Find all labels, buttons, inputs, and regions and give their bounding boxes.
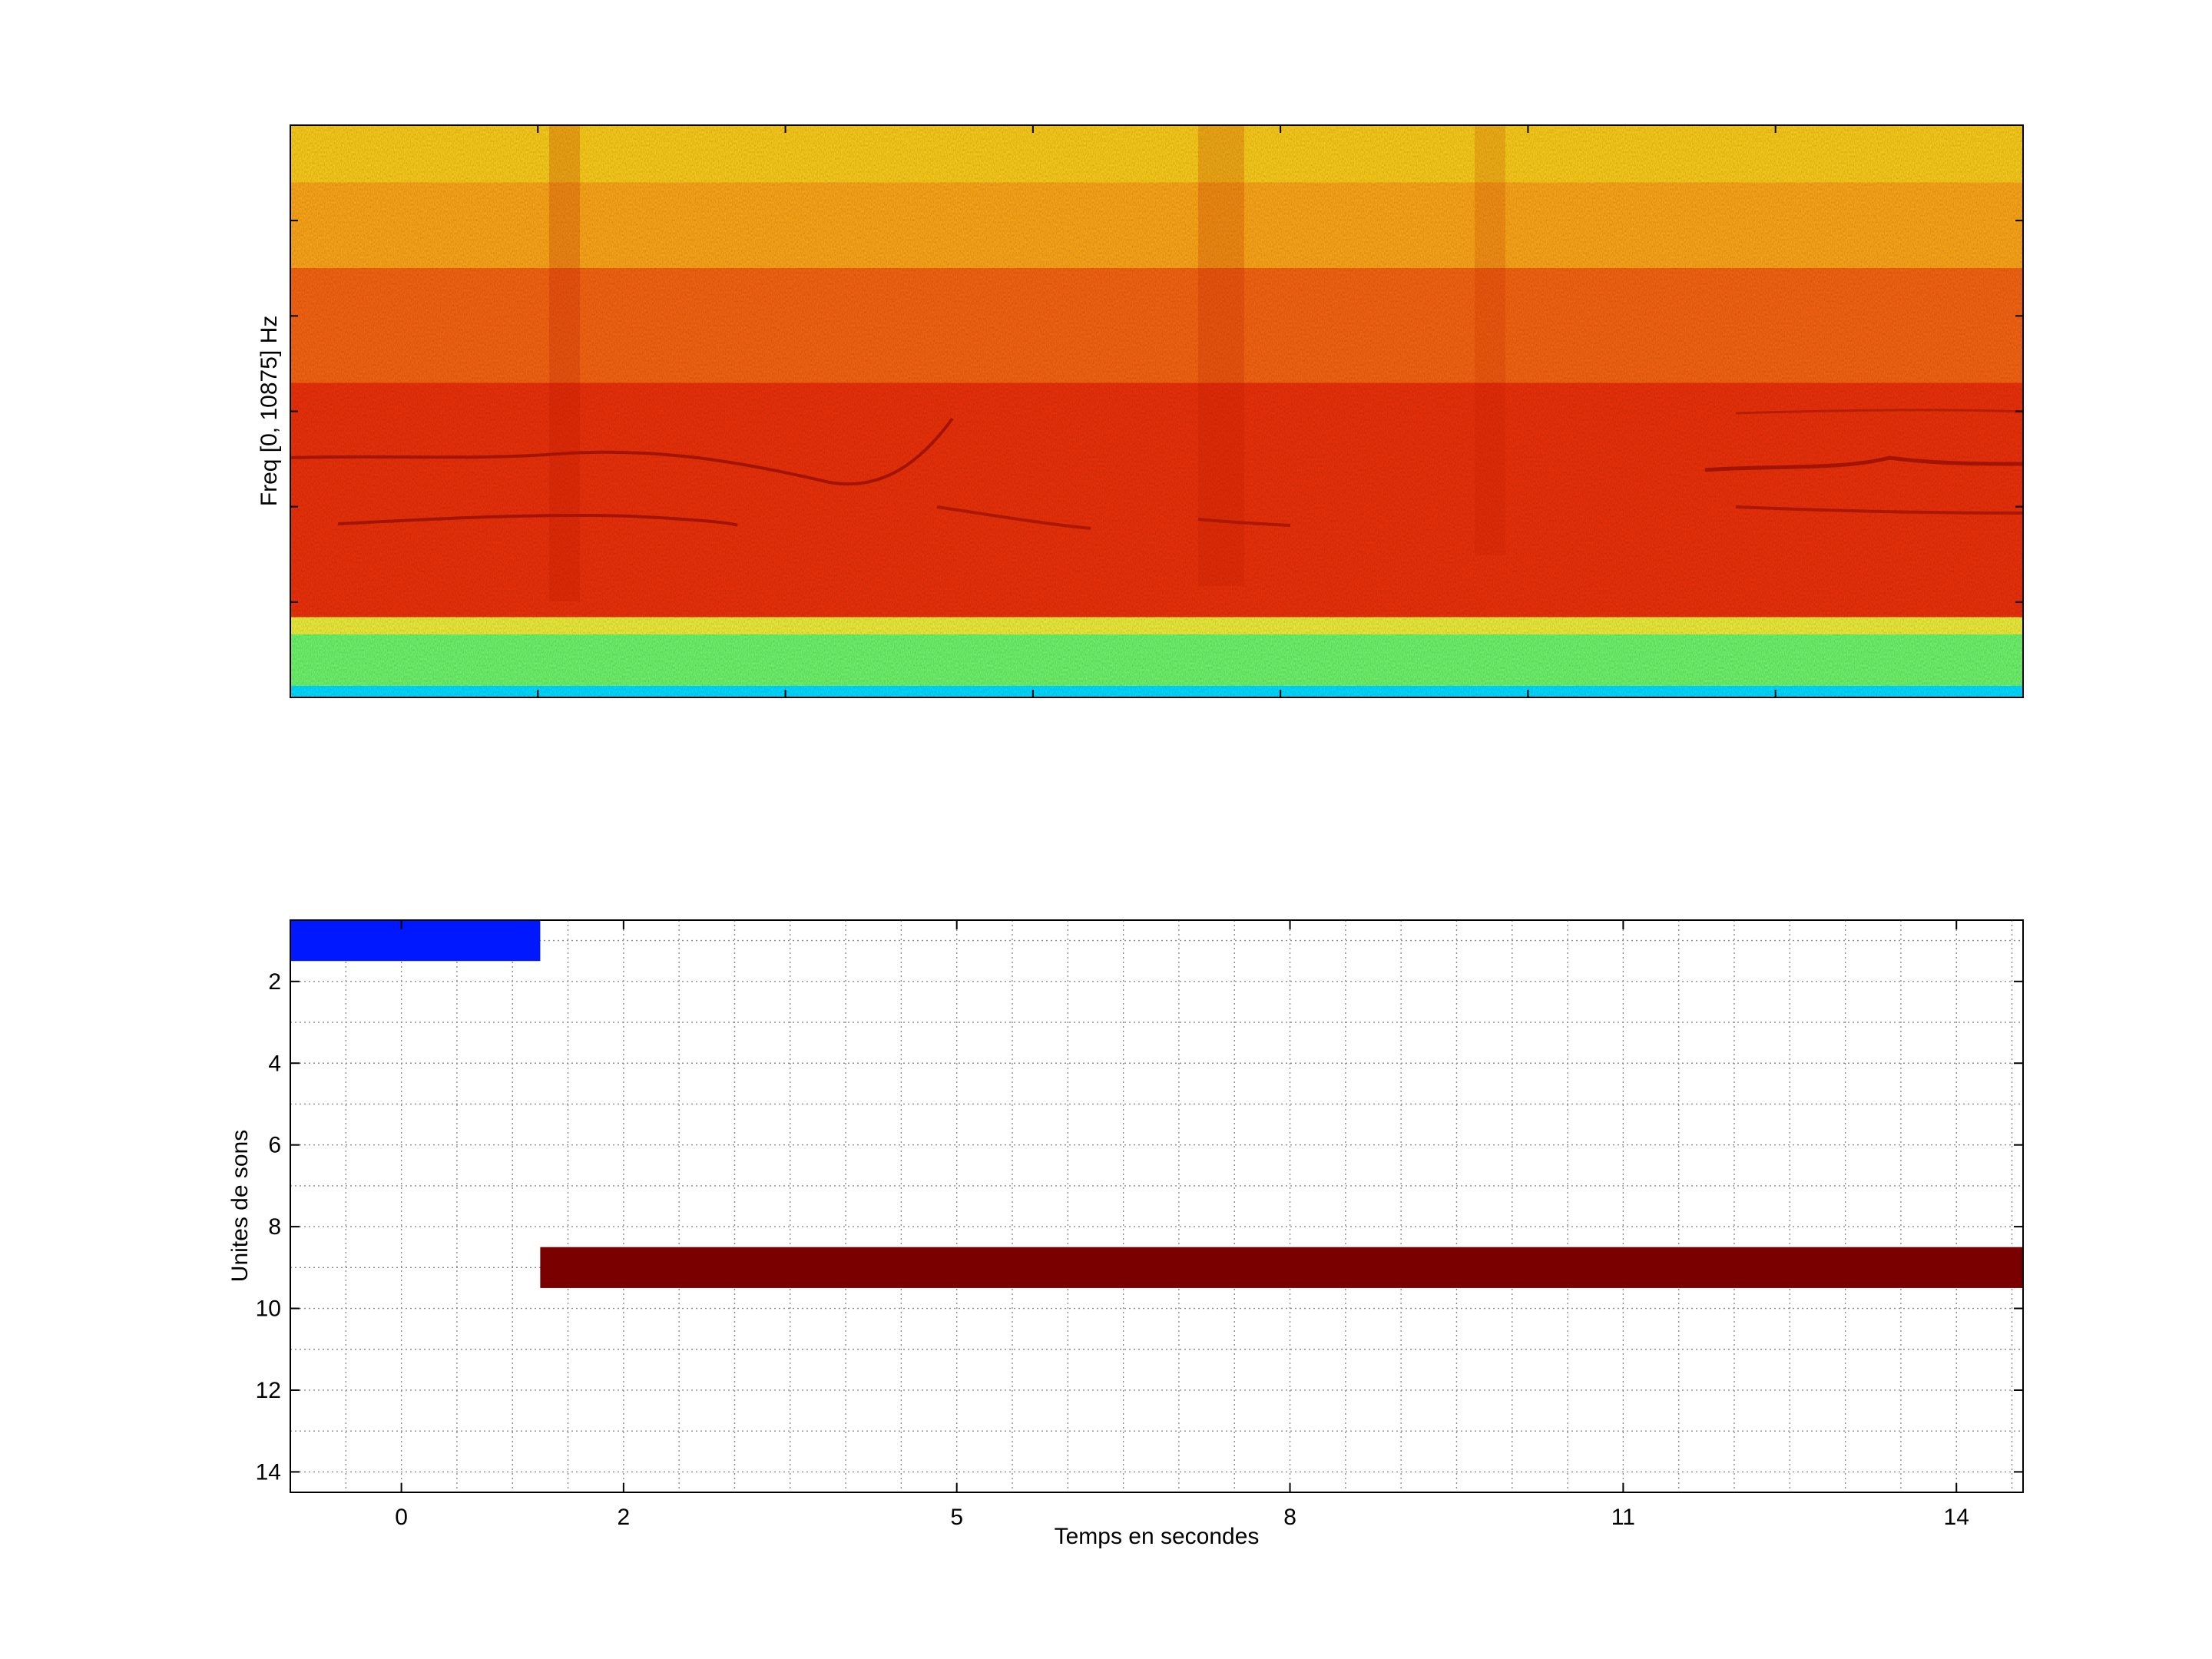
unit-segment-bar <box>540 1247 2023 1288</box>
units-x-tick-label: 0 <box>395 1505 408 1530</box>
units-xlabel: Temps en secondes <box>1055 1524 1260 1549</box>
units-y-tick-label: 14 <box>256 1459 281 1485</box>
units-axes: 0 2 5 8 11 14 2 4 6 8 10 12 14 Temps en secondes Uni… <box>227 919 2024 1549</box>
spectrogram-texture <box>290 125 2023 697</box>
spectrogram-ylabel: Freq [0, 10875] Hz <box>257 316 282 506</box>
units-y-tick-label: 2 <box>268 969 281 995</box>
spectrogram-ticks <box>290 125 2023 697</box>
units-x-tick-label: 5 <box>950 1505 963 1530</box>
units-ticks: 0 2 5 8 11 14 2 4 6 8 10 12 14 <box>256 920 2023 1530</box>
spectrogram-axes: Freq [0, 10875] Hz <box>257 124 2024 698</box>
units-x-tick-label: 14 <box>1944 1505 1969 1530</box>
units-plot-background <box>290 920 2023 1492</box>
units-x-tick-label: 2 <box>618 1505 631 1530</box>
unit-segment-bar <box>290 920 541 962</box>
units-ylabel: Unites de sons <box>227 1130 253 1282</box>
units-x-tick-label: 8 <box>1283 1505 1296 1530</box>
units-y-tick-label: 8 <box>268 1214 281 1240</box>
units-grid <box>290 920 2023 1492</box>
units-y-tick-label: 12 <box>256 1378 281 1403</box>
units-x-tick-label: 11 <box>1611 1505 1635 1530</box>
units-bars <box>290 920 2023 1288</box>
units-y-tick-label: 10 <box>256 1296 281 1322</box>
units-frame <box>290 919 2024 1493</box>
units-y-tick-label: 4 <box>268 1051 281 1076</box>
units-y-tick-label: 6 <box>268 1133 281 1158</box>
